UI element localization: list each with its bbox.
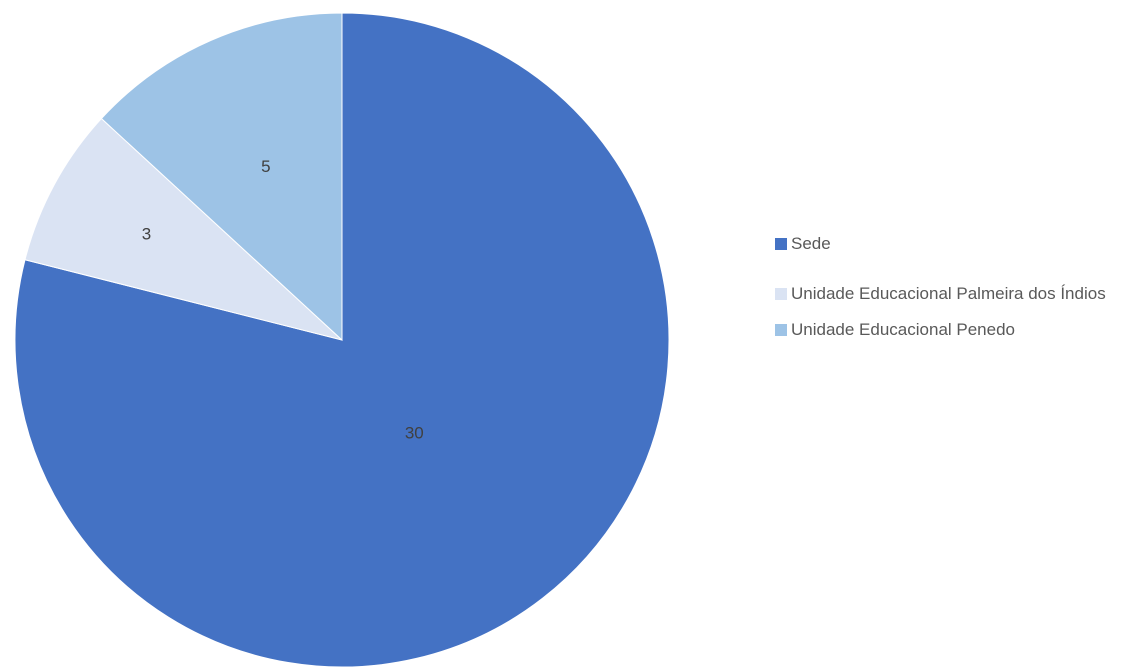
legend-swatch-penedo <box>775 324 787 336</box>
data-label-palmeira: 3 <box>142 225 151 244</box>
slice-penedo <box>100 12 343 342</box>
legend-item-palmeira: Unidade Educacional Palmeira dos Índios <box>775 282 1125 306</box>
slice-palmeira <box>24 117 343 341</box>
legend-swatch-sede <box>775 238 787 250</box>
data-label-sede: 30 <box>405 423 424 442</box>
legend-label-palmeira: Unidade Educacional Palmeira dos Índios <box>791 284 1106 303</box>
legend-label-sede: Sede <box>791 234 831 253</box>
legend: Sede Unidade Educacional Palmeira dos Ín… <box>775 232 1125 368</box>
legend-item-penedo: Unidade Educacional Penedo <box>775 318 1125 342</box>
legend-label-penedo: Unidade Educacional Penedo <box>791 320 1016 339</box>
legend-swatch-palmeira <box>775 288 787 300</box>
data-label-penedo: 5 <box>261 157 270 176</box>
legend-item-sede: Sede <box>775 232 1125 256</box>
